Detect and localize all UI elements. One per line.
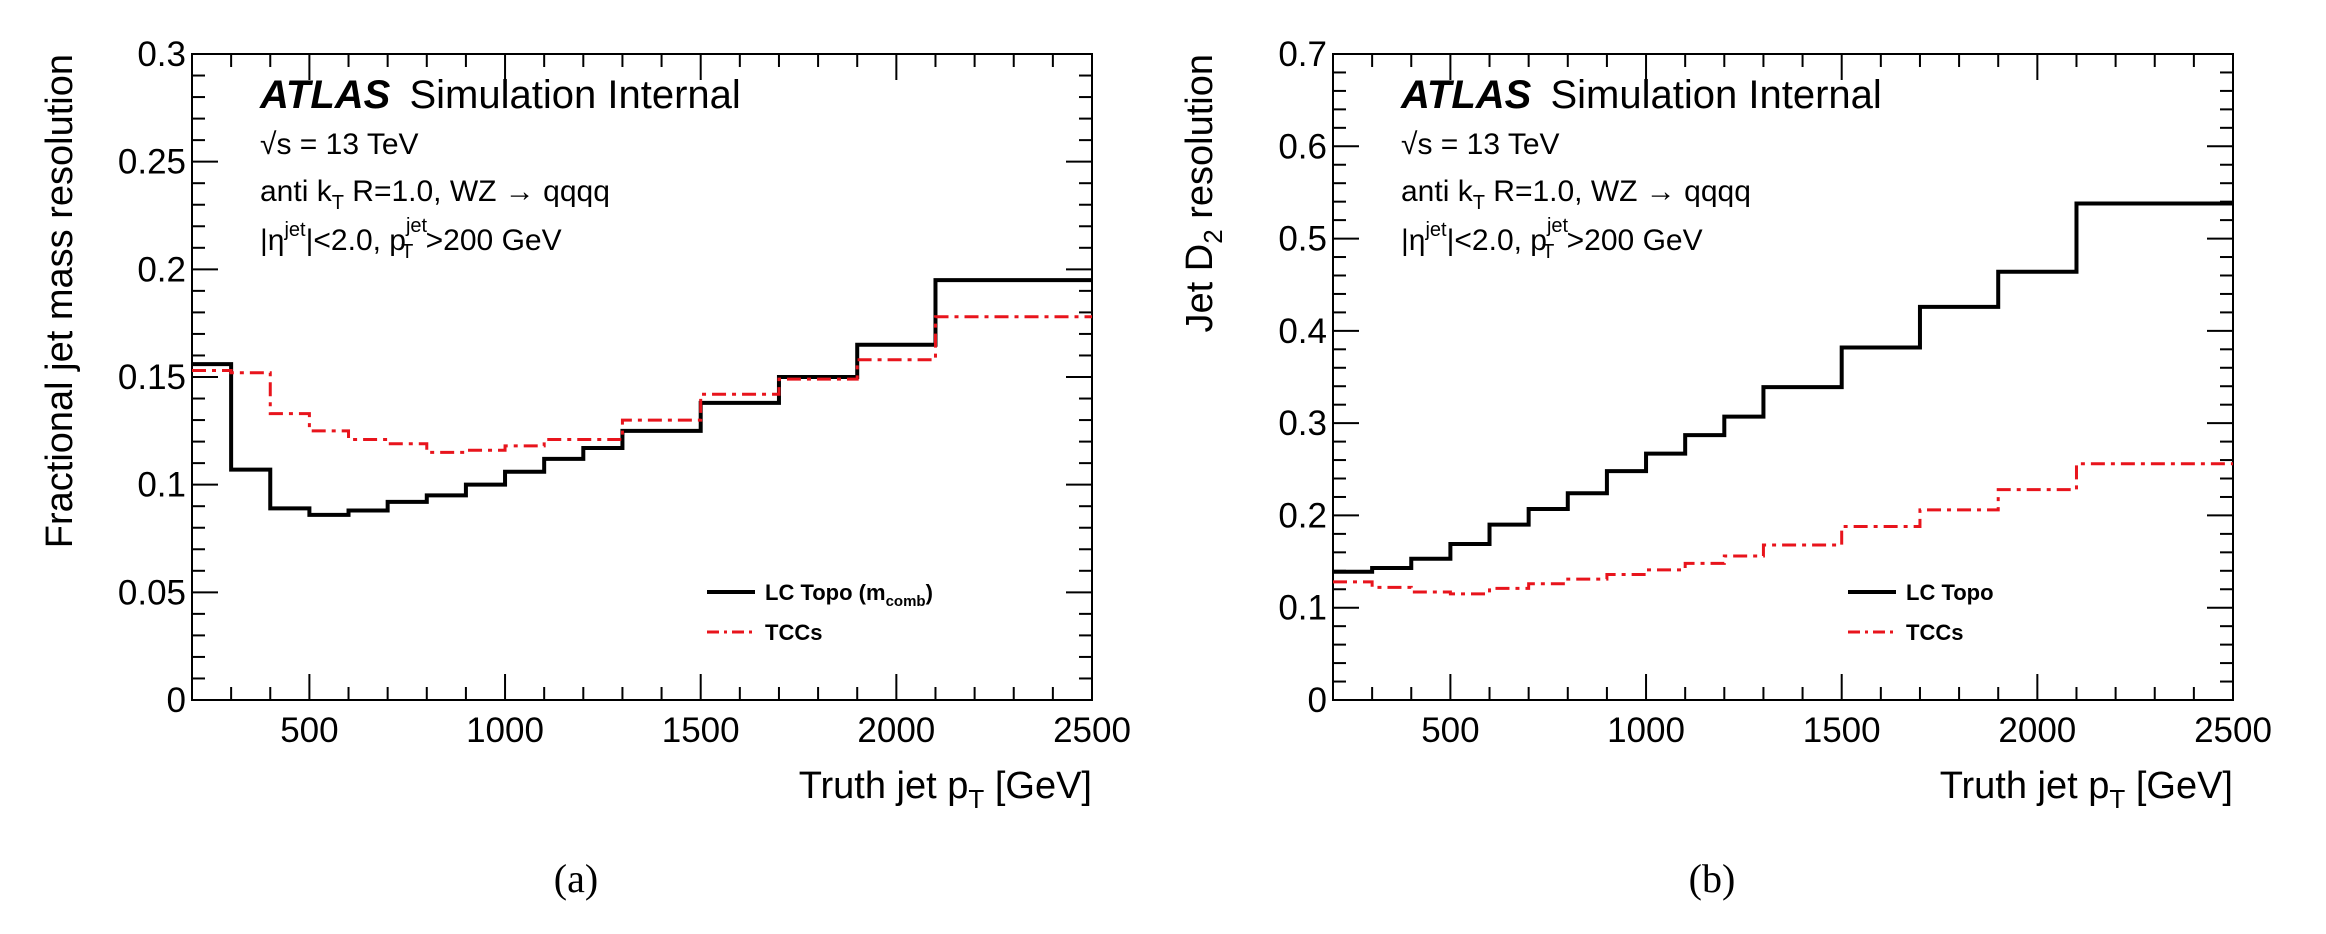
- atlas-label: ATLAS Simulation Internal: [1400, 73, 1882, 117]
- y-tick-label: 0.05: [118, 573, 186, 612]
- y-tick-label: 0.2: [137, 250, 186, 289]
- x-tick-label: 1500: [662, 711, 740, 750]
- y-tick-label: 0.25: [118, 143, 186, 182]
- x-tick-label: 2000: [857, 711, 935, 750]
- x-tick-label: 1000: [466, 711, 544, 750]
- y-tick-label: 0.3: [137, 35, 186, 74]
- jet-algorithm-annotation: anti kT R=1.0, WZ → qqqq: [1401, 175, 1751, 214]
- selection-annotation: |ηjet|<2.0, pjet T >200 GeV: [260, 215, 562, 263]
- y-axis-title: Jet D2 resolution: [1179, 54, 1228, 333]
- x-tick-label: 1000: [1607, 711, 1685, 750]
- y-tick-label: 0.3: [1278, 404, 1327, 443]
- y-tick-label: 0: [167, 681, 186, 720]
- x-axis-title: Truth jet pT [GeV]: [799, 765, 1092, 814]
- chart-panel-a: 500 1000 1500 2000 2500 0 0.05 0.1 0.15 0.2 0.25 0.…: [39, 35, 1131, 901]
- y-tick-label: 0.6: [1278, 127, 1327, 166]
- y-axis-title: Fractional jet mass resolution: [39, 54, 81, 548]
- legend-label: LC Topo: [1906, 580, 1994, 605]
- y-tick-label: 0.1: [1278, 589, 1327, 628]
- jet-algorithm-annotation: anti kT R=1.0, WZ → qqqq: [260, 175, 610, 214]
- x-tick-label: 500: [1421, 711, 1479, 750]
- energy-annotation: √s = 13 TeV: [1401, 128, 1560, 161]
- y-tick-label: 0.2: [1278, 496, 1327, 535]
- legend-label: TCCs: [1906, 620, 1963, 645]
- series-line-tccs: [192, 315, 1092, 454]
- x-tick-label: 1500: [1803, 711, 1881, 750]
- series-line-tccs: [1333, 462, 2233, 596]
- y-tick-label: 0.7: [1278, 35, 1327, 74]
- atlas-label: ATLAS Simulation Internal: [259, 73, 741, 117]
- y-tick-label: 0.4: [1278, 312, 1327, 351]
- panel-caption: (a): [554, 856, 598, 901]
- x-tick-label: 2000: [1998, 711, 2076, 750]
- x-tick-label: 2500: [1053, 711, 1131, 750]
- plot-frame: [1332, 53, 2234, 701]
- legend-label: LC Topo (mcomb): [765, 580, 933, 610]
- y-tick-label: 0.15: [118, 358, 186, 397]
- energy-annotation: √s = 13 TeV: [260, 128, 419, 161]
- y-tick-label: 0.5: [1278, 220, 1327, 259]
- series-line-lc-topo: [1333, 201, 2233, 574]
- legend-label: TCCs: [765, 620, 822, 645]
- x-axis-title: Truth jet pT [GeV]: [1940, 765, 2233, 814]
- chart-panel-b: 500 1000 1500 2000 2500 0 0.1 0.2 0.3 0.4 0.5 0.6 0.…: [1179, 35, 2272, 901]
- selection-annotation: |ηjet|<2.0, pjet T >200 GeV: [1401, 215, 1703, 263]
- panel-caption: (b): [1689, 856, 1736, 901]
- x-tick-label: 2500: [2194, 711, 2272, 750]
- y-tick-label: 0.1: [137, 466, 186, 505]
- y-tick-label: 0: [1308, 681, 1327, 720]
- x-tick-label: 500: [280, 711, 338, 750]
- series-line-lc-topo: [192, 278, 1092, 517]
